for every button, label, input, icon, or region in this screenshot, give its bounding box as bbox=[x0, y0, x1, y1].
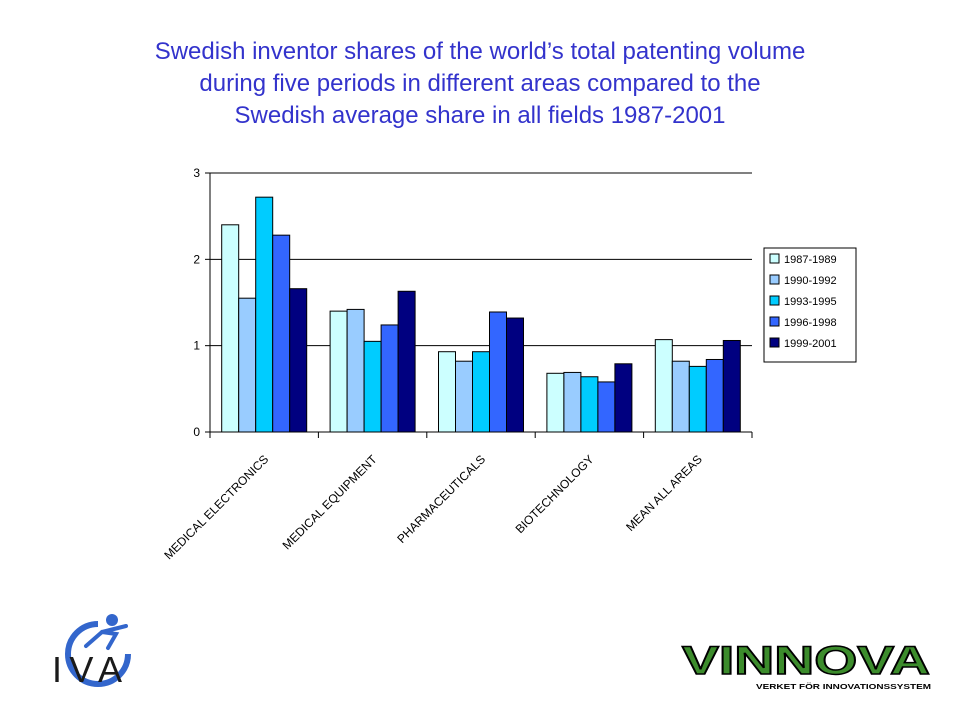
bar bbox=[329, 310, 348, 433]
bar bbox=[380, 324, 399, 433]
bar bbox=[397, 290, 416, 433]
bar bbox=[455, 360, 473, 433]
bar bbox=[580, 376, 599, 433]
bar bbox=[238, 297, 257, 433]
bar bbox=[597, 381, 616, 433]
legend-label: 1999-2001 bbox=[784, 338, 837, 350]
iva-logo-text: IVA bbox=[52, 649, 122, 690]
slide-title: Swedish inventor shares of the world’s t… bbox=[40, 36, 920, 132]
x-tick-label: BIOTECHNOLOGY bbox=[513, 452, 597, 536]
bar bbox=[255, 196, 274, 433]
legend-swatch bbox=[769, 337, 780, 348]
iva-logo: IVA bbox=[52, 614, 131, 690]
legend-swatch bbox=[769, 295, 780, 306]
bar bbox=[654, 339, 673, 433]
bar bbox=[671, 360, 690, 433]
y-tick-label: 0 bbox=[193, 425, 200, 439]
title-line-1: Swedish inventor shares of the world’s t… bbox=[154, 38, 806, 65]
legend-label: 1993-1995 bbox=[784, 296, 837, 308]
legend-label: 1990-1992 bbox=[784, 275, 837, 287]
bar bbox=[705, 358, 724, 433]
legend-swatch bbox=[769, 316, 780, 327]
legend-label: 1996-1998 bbox=[784, 317, 837, 329]
y-tick-label: 2 bbox=[193, 252, 200, 266]
x-tick-label: MEAN ALL AREAS bbox=[623, 452, 705, 534]
legend-label: 1987-1989 bbox=[784, 254, 837, 266]
bar bbox=[289, 288, 308, 433]
bar bbox=[272, 234, 291, 433]
bar bbox=[563, 371, 582, 433]
vinnova-tagline: VERKET FÖR INNOVATIONSSYSTEM bbox=[756, 682, 931, 691]
title-line-3: Swedish average share in all fields 1987… bbox=[234, 102, 726, 129]
x-tick-label: PHARMACEUTICALS bbox=[394, 452, 488, 546]
title-line-2: during five periods in different areas c… bbox=[199, 70, 761, 97]
bar bbox=[363, 340, 382, 433]
bar bbox=[438, 351, 456, 433]
bar bbox=[722, 339, 741, 433]
legend-swatch bbox=[769, 274, 780, 285]
bar bbox=[346, 308, 365, 433]
bar bbox=[472, 351, 490, 433]
y-tick-label: 1 bbox=[193, 339, 200, 353]
bar bbox=[614, 363, 633, 433]
y-tick-label: 3 bbox=[193, 166, 200, 180]
bar bbox=[506, 317, 524, 433]
x-tick-label: MEDICAL ELECTRONICS bbox=[161, 452, 271, 562]
vinnova-logo: VINNOVA VERKET FÖR INNOVATIONSSYSTEM bbox=[681, 638, 931, 691]
bar bbox=[221, 224, 240, 433]
bar bbox=[489, 311, 507, 433]
bar bbox=[546, 372, 565, 433]
bar bbox=[688, 365, 707, 433]
vinnova-logo-text: VINNOVA bbox=[682, 639, 930, 683]
x-tick-label: MEDICAL EQUIPMENT bbox=[280, 452, 381, 553]
legend-swatch bbox=[769, 253, 780, 264]
